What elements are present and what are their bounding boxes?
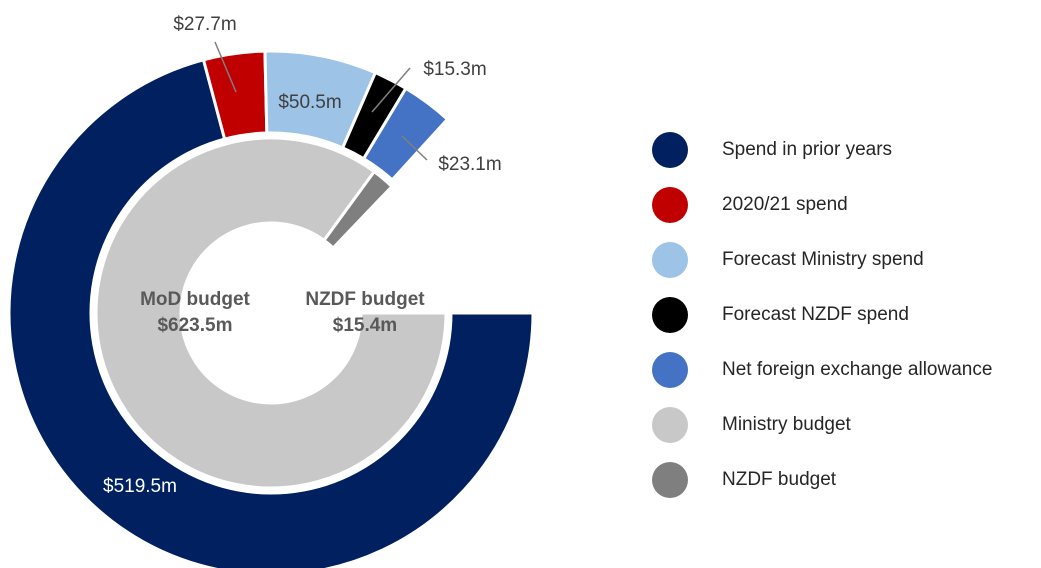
value-label: $27.7m xyxy=(173,14,236,35)
value-label: $50.5m xyxy=(278,92,341,113)
value-label: $15.3m xyxy=(423,59,486,80)
legend-swatch xyxy=(652,187,688,223)
legend-swatch xyxy=(652,352,688,388)
legend-swatch xyxy=(652,407,688,443)
inner-label: MoD budget xyxy=(140,289,250,310)
legend-label: NZDF budget xyxy=(722,469,837,490)
leader-line xyxy=(401,135,428,161)
leader-line xyxy=(371,67,411,113)
outer-segment xyxy=(361,86,450,183)
legend-swatch xyxy=(652,132,688,168)
legend-label: Forecast Ministry spend xyxy=(722,249,924,270)
inner-value-label: $623.5m xyxy=(157,315,232,336)
legend-label: Ministry budget xyxy=(722,414,852,435)
value-label: $23.1m xyxy=(438,154,501,175)
inner-label: NZDF budget xyxy=(305,289,425,310)
legend-label: Spend in prior years xyxy=(722,139,892,160)
leader-line xyxy=(214,41,237,93)
legend-label: Forecast NZDF spend xyxy=(722,304,909,325)
legend-swatch xyxy=(652,297,688,333)
value-label: $519.5m xyxy=(103,476,177,497)
legend-swatch xyxy=(652,242,688,278)
inner-segment xyxy=(321,169,395,251)
legend-label: Net foreign exchange allowance xyxy=(722,359,992,380)
outer-segment xyxy=(7,58,535,568)
inner-value-label: $15.4m xyxy=(333,315,397,336)
inner-segment xyxy=(94,136,448,490)
legend-label: 2020/21 spend xyxy=(722,194,848,215)
legend-swatch xyxy=(652,462,688,498)
